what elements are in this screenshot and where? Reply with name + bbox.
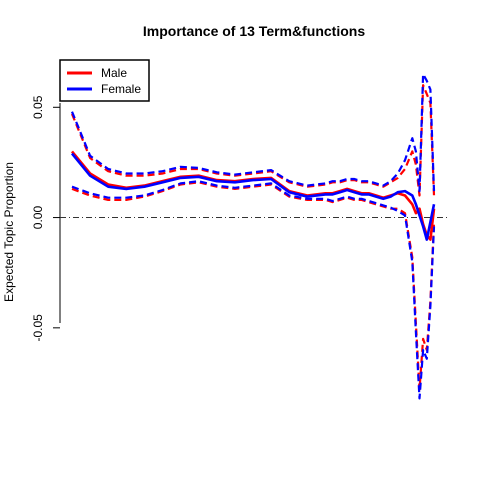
- female-lower-line: [71, 180, 436, 400]
- male-lower-line: [71, 181, 436, 391]
- female-upper-line: [70, 73, 436, 193]
- legend: Male Female: [59, 59, 150, 102]
- legend-box: [59, 59, 150, 102]
- y-axis-label: Expected Topic Proportion: [2, 162, 16, 302]
- y-tick-label: 0.00: [31, 206, 45, 230]
- legend-female-label: Female: [101, 82, 141, 96]
- series-layer: [70, 73, 436, 400]
- y-ticks: -0.05 0.00 0.05: [31, 95, 60, 342]
- y-axis: -0.05 0.00 0.05: [31, 95, 61, 342]
- y-tick-label: -0.05: [31, 314, 45, 342]
- legend-male-label: Male: [101, 66, 127, 80]
- female-estimate-line: [70, 152, 436, 241]
- male-estimate-line: [70, 150, 436, 241]
- y-tick-label: 0.05: [31, 95, 45, 119]
- chart-title: Importance of 13 Term&functions: [143, 23, 365, 39]
